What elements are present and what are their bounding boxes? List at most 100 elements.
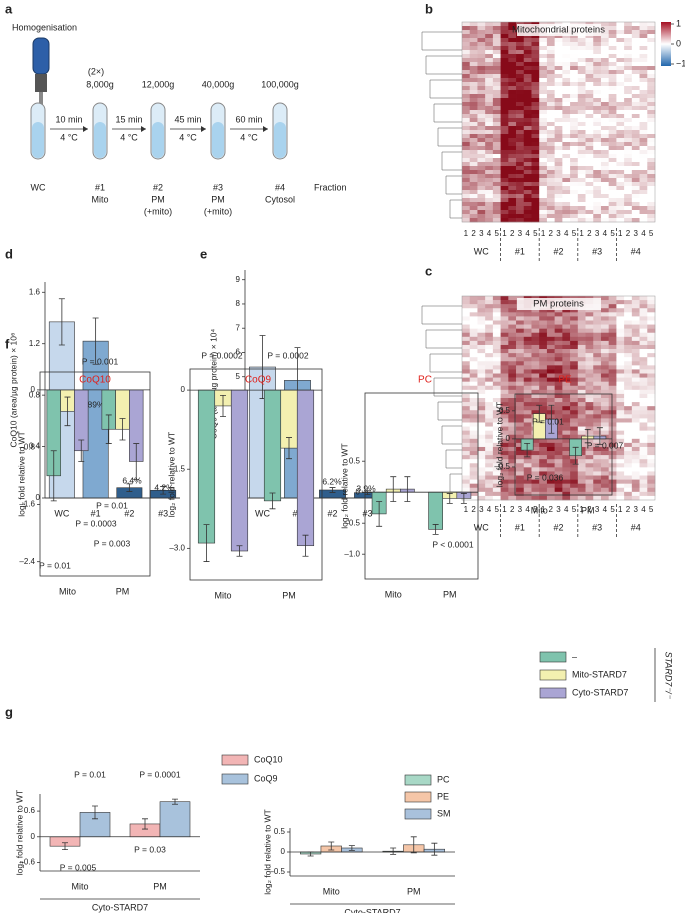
heatmap-cell [562, 110, 571, 115]
heatmap-cell [539, 118, 548, 123]
heatmap-cell [516, 320, 525, 325]
heatmap-cell [585, 410, 594, 415]
heatmap-cell [631, 198, 640, 203]
heatmap-cell [577, 467, 586, 472]
dendrogram [445, 175, 462, 195]
heatmap-cell [546, 402, 555, 407]
fraction-label: #1 [515, 246, 525, 256]
heatmap-cell [624, 182, 633, 187]
heatmap-cell [523, 340, 532, 346]
heatmap-cell [647, 74, 656, 79]
heatmap-cell [570, 349, 579, 354]
heatmap-cell [631, 218, 640, 223]
heatmap-cell [631, 22, 640, 27]
heatmap-cell [577, 154, 586, 159]
heatmap-cell [462, 483, 471, 489]
heatmap-cell [469, 389, 478, 395]
heatmap-cell [469, 130, 478, 135]
heatmap-cell [531, 142, 540, 147]
chart-title: PE [558, 375, 572, 386]
heatmap-cell [554, 82, 563, 87]
heatmap-cell [554, 190, 563, 195]
heatmap-cell [554, 373, 563, 378]
heatmap-cell [570, 110, 579, 115]
heatmap-cell [570, 328, 579, 334]
heatmap-cell [600, 471, 609, 476]
heatmap-cell [539, 170, 548, 175]
heatmap-cell [554, 78, 563, 83]
heatmap-cell [639, 332, 648, 338]
heatmap-cell [639, 130, 648, 135]
heatmap-cell [469, 491, 478, 497]
heatmap-cell [639, 134, 648, 139]
heatmap-cell [562, 98, 571, 103]
heatmap-cell [500, 122, 509, 127]
heatmap-cell [554, 491, 563, 497]
heatmap-cell [593, 381, 602, 387]
heatmap-cell [608, 178, 617, 183]
heatmap-cell [608, 422, 617, 427]
heatmap-cell [516, 186, 525, 191]
heatmap-cell [508, 430, 517, 436]
heatmap-cell [523, 471, 532, 476]
heatmap-cell [593, 389, 602, 395]
heatmap-cell [639, 414, 648, 419]
heatmap-cell [492, 320, 501, 325]
heatmap-cell [516, 58, 525, 63]
heatmap-cell [585, 316, 594, 321]
heatmap-cell [585, 62, 594, 67]
heatmap-cell [546, 182, 555, 187]
heatmap-cell [500, 442, 509, 448]
heatmap-cell [562, 373, 571, 378]
heatmap-cell [647, 178, 656, 183]
x-tick-label: #3 [362, 508, 372, 518]
heatmap-cell [500, 398, 509, 403]
heatmap-cell [462, 66, 471, 71]
heatmap-cell [500, 316, 509, 321]
heatmap-cell [531, 451, 540, 456]
bar [296, 389, 315, 547]
heatmap-cell [616, 186, 625, 191]
heatmap-cell [500, 206, 509, 211]
heatmap-cell [469, 46, 478, 51]
heatmap-cell [562, 357, 571, 362]
heatmap-cell [539, 190, 548, 195]
heatmap-cell [554, 38, 563, 43]
heatmap-cell [624, 304, 633, 309]
heatmap-cell [492, 50, 501, 55]
heatmap-cell [631, 353, 640, 358]
heatmap-cell [631, 202, 640, 207]
heatmap-cell [554, 134, 563, 139]
heatmap-cell [462, 78, 471, 83]
heatmap-cell [616, 202, 625, 207]
heatmap-cell [477, 451, 486, 456]
heatmap-cell [516, 166, 525, 171]
heatmap-cell [469, 312, 478, 317]
heatmap-cell [546, 442, 555, 448]
heatmap-cell [554, 186, 563, 191]
heatmap-cell [562, 58, 571, 63]
heatmap-cell [585, 418, 594, 423]
heatmap-cell [585, 174, 594, 179]
heatmap-cell [469, 475, 478, 480]
heatmap-cell [477, 308, 486, 313]
heatmap-cell [631, 90, 640, 95]
heatmap-cell [593, 353, 602, 358]
heatmap-cell [562, 463, 571, 468]
heatmap-cell [539, 475, 548, 480]
heatmap-cell [523, 430, 532, 436]
heatmap-cell [462, 418, 471, 423]
tube-label: (+mito) [204, 206, 232, 216]
heatmap-cell [508, 471, 517, 476]
heatmap-cell [600, 467, 609, 472]
heatmap-cell [546, 308, 555, 313]
heatmap-cell [492, 114, 501, 119]
heatmap-cell [616, 381, 625, 387]
heatmap-cell [624, 74, 633, 79]
heatmap-cell [546, 42, 555, 47]
axis-label: Fraction [314, 182, 347, 192]
heatmap-cell [647, 296, 656, 301]
heatmap-cell [577, 178, 586, 183]
heatmap-cell [546, 214, 555, 219]
heatmap-cell [570, 50, 579, 55]
